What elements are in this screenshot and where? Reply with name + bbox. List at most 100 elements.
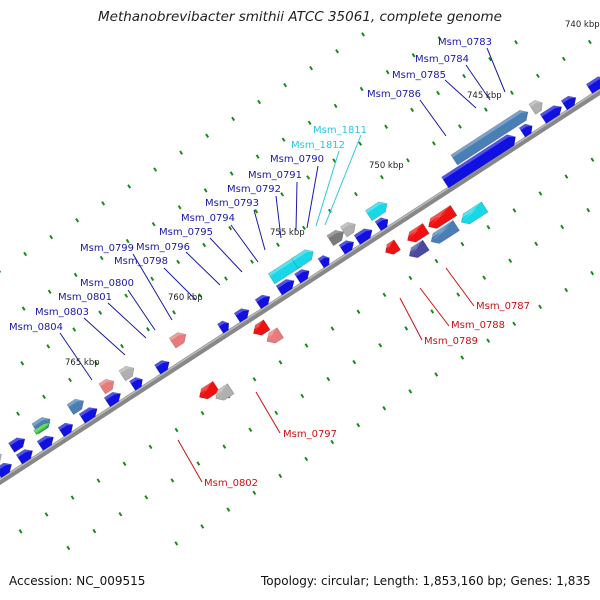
gene-arrow-body-12 <box>294 269 310 284</box>
tick-mark-1-653 <box>586 207 591 213</box>
gene-label-msm-0799[interactable]: Msm_0799 <box>80 243 134 254</box>
gene-label-msm-1812[interactable]: Msm_1812 <box>291 140 345 151</box>
tick-label-755: 755 kbp <box>270 228 305 238</box>
gene-arrow-body-13 <box>317 255 330 269</box>
gene-arrow-shine-3 <box>58 423 73 431</box>
leader-line-14 <box>163 267 197 301</box>
gene-label-msm-0788[interactable]: Msm_0788 <box>451 320 505 331</box>
gene-arrow-shine-4 <box>79 407 98 417</box>
gene-arrow-shine-1 <box>16 449 33 458</box>
tick-mark-1-405 <box>378 343 383 348</box>
gene-arrow-shine-36 <box>450 110 528 158</box>
leader-line-16 <box>107 302 147 339</box>
tick-mark-3-126 <box>68 377 72 383</box>
gene-arrow-33 <box>326 229 344 247</box>
tick-mark-6-405 <box>231 116 236 122</box>
gene-arrow-39 <box>197 380 220 400</box>
gene-label-msm-0800[interactable]: Msm_0800 <box>80 278 134 289</box>
gene-arrow-36 <box>450 109 529 166</box>
tick-mark-1-95 <box>118 511 123 517</box>
leader-line-2 <box>444 79 477 109</box>
tick-mark-5-529 <box>359 86 364 92</box>
tick-mark-3-560 <box>431 141 436 146</box>
gene-arrow-body-14 <box>338 240 355 255</box>
gene-label-msm-0795[interactable]: Msm_0795 <box>159 227 213 238</box>
gene-label-msm-0785[interactable]: Msm_0785 <box>392 70 446 81</box>
gene-arrow-13 <box>317 255 330 269</box>
tick-mark-0-312 <box>330 439 335 445</box>
gene-arrow-body-37 <box>528 100 543 115</box>
tick-mark-3-343 <box>250 259 254 264</box>
tick-mark-2-374 <box>330 326 335 331</box>
tick-mark-1-33 <box>66 545 71 551</box>
gene-arrow-body-29 <box>118 365 135 382</box>
gene-label-msm-0803[interactable]: Msm_0803 <box>35 307 89 318</box>
gene-arrow-shine-9 <box>234 308 249 316</box>
tick-mark-1-436 <box>404 326 409 331</box>
tick-mark-6-467 <box>283 82 288 88</box>
genome-backbone <box>0 87 600 486</box>
gene-label-msm-0802[interactable]: Msm_0802 <box>204 478 258 489</box>
gene-label-msm-0794[interactable]: Msm_0794 <box>181 213 235 224</box>
gene-label-msm-0789[interactable]: Msm_0789 <box>424 336 478 347</box>
gene-label-msm-0790[interactable]: Msm_0790 <box>270 154 324 165</box>
gene-label-msm-0797[interactable]: Msm_0797 <box>283 429 337 440</box>
gene-arrow-shine-32 <box>291 249 314 261</box>
tick-mark-6-312 <box>153 167 158 172</box>
gene-arrow-26 <box>33 422 51 436</box>
leader-line-23 <box>177 439 203 483</box>
gene-arrow-body-4 <box>78 407 98 424</box>
gene-label-msm-0796[interactable]: Msm_0796 <box>136 242 190 253</box>
leader-line-18 <box>59 332 93 381</box>
gene-arrow-shine-5 <box>104 392 121 401</box>
gene-arrow-47 <box>429 220 460 244</box>
gene-arrow-shine-34 <box>340 222 356 230</box>
gene-label-msm-0783[interactable]: Msm_0783 <box>438 37 492 48</box>
gene-label-msm-0784[interactable]: Msm_0784 <box>415 54 469 65</box>
gene-arrow-9 <box>233 308 250 323</box>
gene-label-msm-0793[interactable]: Msm_0793 <box>205 198 259 209</box>
tick-mark-0-157 <box>200 524 205 529</box>
gene-label-msm-0786[interactable]: Msm_0786 <box>367 89 421 100</box>
gene-arrow-body-17 <box>441 134 516 189</box>
gene-arrow-body-0 <box>0 462 12 479</box>
tick-mark-4-467 <box>332 158 337 163</box>
leader-line-9 <box>253 209 266 251</box>
tick-mark-2-436 <box>382 292 387 298</box>
gene-arrow-16 <box>374 217 389 232</box>
gene-arrow-body-5 <box>103 391 121 408</box>
tick-mark-5-312 <box>177 205 182 210</box>
tick-layer <box>0 32 595 551</box>
tick-mark-6-374 <box>205 133 210 138</box>
gene-arrow-0 <box>0 462 12 479</box>
gene-arrow-shine-20 <box>561 96 576 104</box>
gene-arrow-body-30 <box>168 332 187 349</box>
gene-arrow-5 <box>103 391 121 408</box>
tick-mark-0-374 <box>382 406 387 411</box>
tick-mark-3-498 <box>380 174 384 180</box>
gene-arrow-body-33 <box>326 229 344 247</box>
gene-arrow-shine-14 <box>339 240 354 248</box>
tick-mark-3-250 <box>172 310 176 315</box>
tick-mark-2-312 <box>278 360 283 365</box>
gene-label-msm-0798[interactable]: Msm_0798 <box>114 256 168 267</box>
gene-label-msm-1811[interactable]: Msm_1811 <box>313 125 367 136</box>
tick-mark-4-653 <box>488 56 493 62</box>
gene-arrow-shine-21 <box>586 76 600 87</box>
leader-line-8 <box>275 195 282 239</box>
gene-label-msm-0792[interactable]: Msm_0792 <box>227 184 281 195</box>
gene-label-msm-0801[interactable]: Msm_0801 <box>58 292 112 303</box>
gene-label-msm-0804[interactable]: Msm_0804 <box>9 322 63 333</box>
gene-label-msm-0787[interactable]: Msm_0787 <box>476 301 530 312</box>
tick-mark-2-560 <box>486 225 491 230</box>
genome-title: Methanobrevibacter smithii ATCC 35061, c… <box>97 9 502 25</box>
tick-mark-1-126 <box>144 495 149 500</box>
gene-arrow-body-23 <box>0 452 2 470</box>
tick-mark-3-64 <box>16 411 20 416</box>
gene-arrow-body-1 <box>15 449 33 465</box>
gene-label-msm-0791[interactable]: Msm_0791 <box>248 170 302 181</box>
leader-line-0 <box>486 47 506 93</box>
tick-mark-2-33 <box>44 512 49 517</box>
gene-arrow-41 <box>251 319 271 336</box>
